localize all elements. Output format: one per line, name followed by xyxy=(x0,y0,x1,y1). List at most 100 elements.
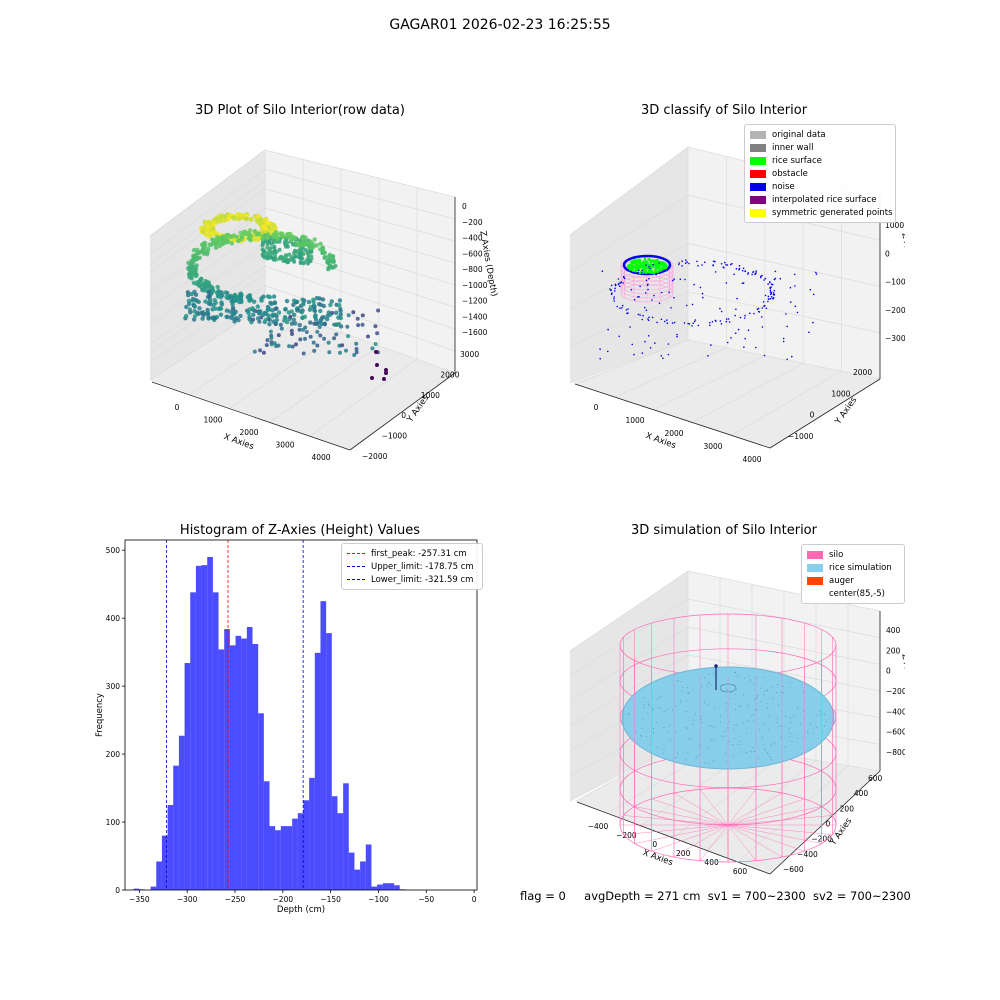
plot2-grid-line xyxy=(569,291,689,347)
plot2-noise-point xyxy=(782,337,785,340)
plot4-rice-point xyxy=(736,724,737,726)
plot2-noise-point xyxy=(609,288,611,290)
plot2-noise-point xyxy=(736,297,738,300)
plot1-data-point xyxy=(360,322,365,327)
plot1-data-point xyxy=(213,300,218,305)
legend-swatch xyxy=(807,550,823,559)
plot2-noise-point xyxy=(712,264,714,266)
plot4-rice-point xyxy=(642,707,644,709)
plot1-data-point xyxy=(243,216,249,222)
plot1-grid-line xyxy=(264,304,456,374)
plot1-data-point xyxy=(346,313,351,318)
plot2-noise-point xyxy=(725,282,728,284)
legend-swatch xyxy=(807,563,823,572)
legend-label: center(85,-5) xyxy=(829,588,885,599)
plot4-rice-point xyxy=(797,741,799,743)
plot1-data-point xyxy=(188,310,193,315)
plot1-data-point xyxy=(376,308,381,313)
plot4-rice-point xyxy=(760,687,762,689)
plot1-data-point xyxy=(261,350,266,355)
plot1-data-point xyxy=(346,334,351,339)
plot4-rice-point xyxy=(738,740,740,742)
plot4-rice-point xyxy=(659,696,660,698)
plot2-noise-point xyxy=(697,265,699,267)
plot2-noise-point xyxy=(786,325,788,328)
plot4-rice-point xyxy=(820,714,822,716)
plot4-x-tick-label: 200 xyxy=(676,849,691,858)
plot1-data-point xyxy=(336,321,342,327)
plot1-data-point xyxy=(186,293,191,298)
plot1-data-point xyxy=(279,232,284,237)
plot2-noise-point xyxy=(769,287,771,290)
plot1-data-point xyxy=(295,308,300,313)
plot2-noise-point xyxy=(658,262,660,264)
plot2-noise-point xyxy=(789,301,792,303)
plot1-data-point xyxy=(284,298,290,304)
plot4-rice-point xyxy=(754,750,755,752)
plot1-grid-line xyxy=(264,188,456,242)
plot1-data-point xyxy=(308,259,313,264)
plot2-noise-point xyxy=(613,298,615,300)
plot4-rice-point xyxy=(649,743,651,745)
plot1-data-point xyxy=(197,306,202,311)
plot4-rice-point xyxy=(810,723,812,725)
plot4-rice-point xyxy=(635,731,637,732)
legend-entry: auger xyxy=(807,574,899,587)
plot4-rice-point xyxy=(782,685,784,687)
plot2-noise-point xyxy=(641,272,643,274)
plot4-rice-point xyxy=(772,697,774,699)
plot1-data-point xyxy=(312,308,318,314)
plot4-rice-point xyxy=(707,703,709,705)
plot1-data-point xyxy=(373,342,378,346)
plot2-grid-line xyxy=(654,355,765,410)
plot1-data-point xyxy=(206,233,212,239)
plot4-rice-point xyxy=(719,721,721,723)
plot1-z-tick-label: −1400 xyxy=(462,312,488,321)
plot2-noise-point xyxy=(673,321,676,324)
plot4-rice-point xyxy=(766,752,768,754)
plot4-z-tick-label: −200 xyxy=(886,687,905,696)
plot2-noise-point xyxy=(681,260,683,263)
plot1-data-point xyxy=(345,324,350,329)
plot3-bar xyxy=(309,777,315,890)
plot3-bar xyxy=(269,826,276,890)
plot4-rice-point xyxy=(641,727,643,729)
plot4-rice-point xyxy=(663,726,665,728)
plot2-noise-point xyxy=(621,304,624,307)
plot1-data-point xyxy=(320,250,326,256)
plot1-data-point xyxy=(206,316,211,321)
plot2-noise-point xyxy=(774,277,777,280)
plot2-rice-point xyxy=(631,265,634,269)
plot2-noise-point xyxy=(714,260,716,263)
plot4-rice-point xyxy=(744,677,746,679)
plot4-rice-point xyxy=(695,757,697,759)
plot1-data-point xyxy=(303,325,308,330)
plot4-rice-point xyxy=(782,692,784,694)
plot2-noise-point xyxy=(744,270,746,272)
plot4-rice-point xyxy=(675,730,677,732)
plot4-rice-point xyxy=(785,715,786,717)
plot2-noise-point xyxy=(720,323,723,325)
plot4-rice-point xyxy=(751,714,753,716)
plot1-data-point xyxy=(224,233,229,238)
plot2-noise-point xyxy=(734,332,737,335)
plot1-data-point xyxy=(268,300,273,305)
plot1-floor-pane xyxy=(150,305,455,450)
plot4-rice-point xyxy=(780,691,782,693)
plot4-rice-point xyxy=(763,744,765,746)
plot1-data-point xyxy=(231,215,236,220)
plot4-rice-point xyxy=(669,739,671,741)
plot1-x-tick-label: 0 xyxy=(175,403,180,412)
plot4-rice-point xyxy=(657,706,659,708)
plot4-rice-point xyxy=(778,726,779,728)
plot1-data-point xyxy=(327,265,332,270)
plot2-noise-point xyxy=(647,288,649,291)
plot4-rice-point xyxy=(740,744,742,746)
plot1-data-point xyxy=(271,256,276,261)
plot4-rice-point xyxy=(768,728,770,730)
plot4-rice-point xyxy=(680,699,682,701)
plot4-auger-tip xyxy=(714,664,718,668)
plot1-data-point xyxy=(312,237,317,242)
plot1-data-point xyxy=(238,212,244,218)
plot1-data-point xyxy=(328,302,333,308)
